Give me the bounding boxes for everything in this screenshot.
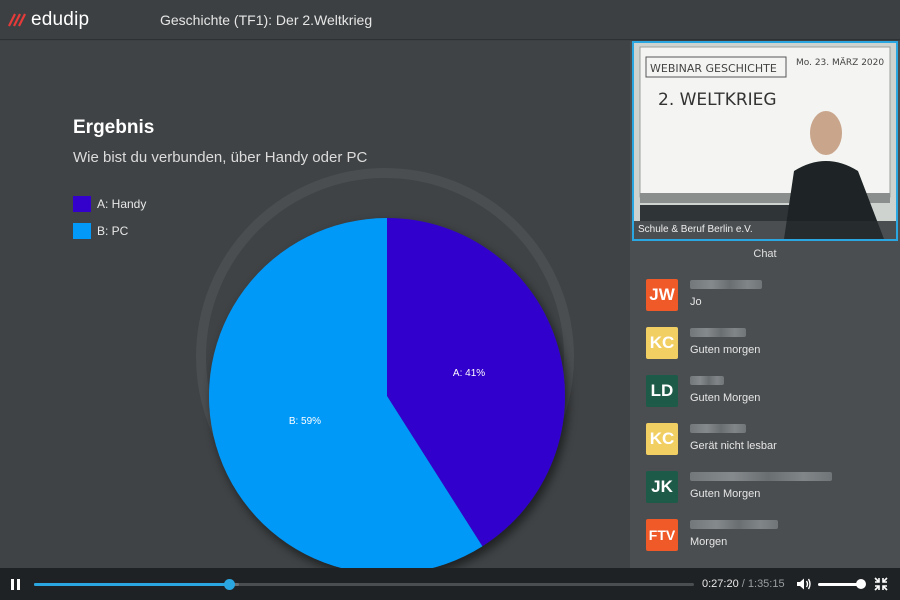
chat-message: JK Guten Morgen: [630, 465, 900, 513]
legend-item-b: B: PC: [73, 222, 146, 240]
pie-slice-b: [208, 218, 483, 574]
legend-swatch-b: [73, 223, 91, 239]
result-heading: Ergebnis: [73, 117, 155, 138]
pause-icon-bar-right: [17, 579, 20, 590]
seek-progress: [34, 583, 229, 586]
chat-list[interactable]: JW Jo KC Guten morgen LD Guten Morgen KC…: [630, 273, 900, 561]
pie-slice-label-a: A: 41%: [453, 368, 485, 379]
seek-handle[interactable]: [223, 579, 235, 590]
avatar: JK: [646, 471, 678, 503]
chat-message: LD Guten Morgen: [630, 369, 900, 417]
message-text: Morgen: [690, 536, 728, 548]
chart-legend: A: Handy B: PC: [73, 195, 146, 249]
volume-handle[interactable]: [856, 579, 866, 589]
chat-message: JW Jo: [630, 273, 900, 321]
board-topic: 2. WELTKRIEG: [658, 90, 777, 110]
current-time: 0:27:20: [702, 578, 739, 590]
logo-text: edudip: [31, 9, 90, 30]
avatar: KC: [646, 327, 678, 359]
chat-message: FTV Morgen: [630, 513, 900, 561]
message-text: Guten Morgen: [690, 392, 761, 404]
avatar: FTV: [646, 519, 678, 551]
avatar: JW: [646, 279, 678, 311]
message-text: Guten Morgen: [690, 488, 761, 500]
pause-icon-bar-left: [11, 579, 14, 590]
volume-slider[interactable]: [818, 583, 862, 586]
message-text: Guten morgen: [690, 344, 761, 356]
right-panel: WEBINAR GESCHICHTE Mo. 23. MÄRZ 2020 2. …: [630, 41, 900, 568]
message-text: Jo: [690, 296, 702, 308]
time-separator: /: [741, 578, 745, 590]
chat-message: KC Guten morgen: [630, 321, 900, 369]
board-date: Mo. 23. MÄRZ 2020: [796, 57, 884, 68]
pause-button[interactable]: [11, 579, 21, 590]
legend-item-a: A: Handy: [73, 195, 146, 213]
presenter-video[interactable]: WEBINAR GESCHICHTE Mo. 23. MÄRZ 2020 2. …: [632, 41, 898, 241]
volume-icon[interactable]: [796, 577, 812, 591]
pie-slice-a: [387, 218, 565, 547]
blurred-username: [690, 328, 746, 337]
top-bar: edudip Geschichte (TF1): Der 2.Weltkrieg: [0, 0, 900, 40]
webinar-title: Geschichte (TF1): Der 2.Weltkrieg: [160, 12, 373, 28]
player-controls: 0:27:20 / 1:35:15: [0, 568, 900, 600]
pie-chart: A: 41% B: 59%: [196, 168, 574, 574]
avatar: LD: [646, 375, 678, 407]
pie-slice-label-b: B: 59%: [289, 416, 321, 427]
legend-swatch-a: [73, 196, 91, 212]
board-title: WEBINAR GESCHICHTE: [650, 62, 777, 75]
blurred-username: [690, 280, 762, 289]
time-display: 0:27:20 / 1:35:15: [702, 578, 785, 590]
legend-label-b: B: PC: [97, 224, 129, 238]
total-time: 1:35:15: [747, 578, 785, 590]
blurred-username: [690, 424, 746, 433]
exit-fullscreen-icon[interactable]: [874, 577, 888, 591]
video-caption: Schule & Beruf Berlin e.V.: [634, 221, 896, 239]
chat-message: KC Gerät nicht lesbar: [630, 417, 900, 465]
message-text: Gerät nicht lesbar: [690, 440, 777, 452]
chat-title: Chat: [753, 248, 777, 260]
video-frame: WEBINAR GESCHICHTE Mo. 23. MÄRZ 2020 2. …: [634, 43, 896, 239]
blurred-username: [690, 520, 778, 529]
poll-question: Wie bist du verbunden, über Handy oder P…: [73, 149, 368, 166]
blurred-username: [690, 472, 832, 481]
legend-label-a: A: Handy: [97, 197, 147, 211]
blurred-username: [690, 376, 724, 385]
presenter: [810, 111, 842, 155]
poll-result-panel: Ergebnis Wie bist du verbunden, über Han…: [0, 41, 630, 574]
seek-bar[interactable]: [34, 579, 694, 590]
avatar: KC: [646, 423, 678, 455]
edudip-logo: edudip: [8, 8, 89, 32]
logo-stripes-icon: [8, 13, 26, 27]
